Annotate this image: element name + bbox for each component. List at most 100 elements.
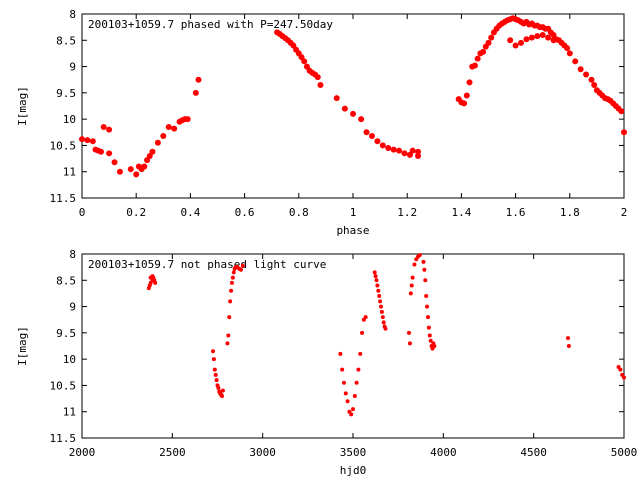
data-point (588, 76, 595, 83)
data-point (352, 393, 357, 398)
data-point (377, 294, 382, 299)
y-tick-label: 10 (63, 353, 76, 366)
data-point (423, 278, 428, 283)
data-point (153, 280, 158, 285)
data-point (378, 299, 383, 304)
data-point (133, 171, 140, 178)
x-tick-label: 3000 (249, 446, 276, 459)
data-point (485, 39, 492, 46)
data-point (368, 132, 375, 139)
data-point (84, 137, 91, 144)
data-point (407, 330, 412, 335)
data-point (230, 275, 235, 280)
x-tick-label: 1.8 (560, 206, 580, 219)
y-tick-label: 8 (69, 8, 76, 21)
data-point (566, 344, 571, 348)
data-point (539, 32, 546, 39)
data-point (363, 315, 368, 320)
data-point (165, 124, 172, 131)
data-point (407, 341, 412, 346)
y-tick-label: 10 (63, 113, 76, 126)
y-tick-label: 11 (63, 166, 76, 179)
y-tick-label: 11.5 (50, 432, 77, 445)
data-point (474, 55, 481, 62)
data-point (412, 262, 417, 267)
data-point (534, 33, 541, 40)
y-axis-label: I[mag] (16, 326, 29, 366)
data-point (432, 344, 437, 348)
y-tick-label: 8.5 (56, 34, 76, 47)
data-point (351, 407, 355, 412)
data-point (622, 375, 626, 380)
data-point (380, 315, 385, 320)
y-tick-label: 8.5 (56, 274, 76, 287)
data-point (354, 380, 359, 385)
data-point (591, 81, 598, 88)
plot-frame (81, 13, 625, 199)
data-point (480, 48, 487, 55)
data-point (488, 34, 495, 41)
data-point (425, 304, 430, 309)
data-point (425, 315, 430, 320)
data-point (345, 399, 350, 404)
data-point (229, 280, 234, 285)
chart-title: 200103+1059.7 phased with P=247.50day (88, 18, 333, 31)
y-tick-label: 9 (69, 301, 76, 314)
data-point (379, 304, 384, 309)
y-tick-label: 9.5 (56, 87, 76, 100)
x-tick-label: 0.8 (289, 206, 309, 219)
data-point (149, 148, 156, 155)
data-point (417, 253, 422, 258)
data-point (396, 147, 403, 154)
y-tick-label: 10.5 (50, 379, 77, 392)
x-tick-label: 4500 (520, 446, 547, 459)
data-point (564, 45, 571, 52)
data-point (424, 294, 429, 299)
data-point (220, 388, 225, 393)
data-point (116, 168, 123, 175)
data-point (565, 336, 570, 341)
x-tick-label: 0.6 (235, 206, 255, 219)
data-point (577, 66, 584, 73)
data-point (79, 136, 85, 143)
data-point (89, 138, 96, 145)
data-point (229, 288, 234, 293)
data-point (216, 386, 221, 391)
y-tick-label: 9.5 (56, 327, 76, 340)
data-point (141, 163, 148, 170)
data-point (213, 372, 218, 377)
data-point (621, 129, 627, 136)
x-tick-label: 1.2 (397, 206, 417, 219)
data-point (385, 145, 392, 152)
data-point (340, 367, 345, 372)
data-point (363, 129, 370, 136)
data-point (226, 333, 231, 338)
x-tick-label: 2000 (69, 446, 96, 459)
data-point (466, 79, 473, 86)
data-point (360, 330, 365, 335)
data-point (422, 267, 427, 272)
unphased-light-curve-panel: 2000 2500 3000 3500 4000 4500 5000 8 8.5 9 9.5 10 10… (16, 248, 637, 477)
x-tick-label: 1.4 (451, 206, 471, 219)
x-tick-label: 0.2 (126, 206, 146, 219)
data-point (421, 259, 426, 264)
y-tick-label: 11.5 (50, 192, 77, 205)
data-point (523, 36, 530, 43)
data-point (211, 357, 216, 362)
y-tick-label: 8 (69, 248, 76, 261)
data-point (374, 278, 379, 283)
data-point (375, 283, 380, 288)
data-point (373, 274, 378, 279)
x-tick-label: 2500 (159, 446, 186, 459)
data-point (184, 116, 191, 123)
x-tick-label: 1 (350, 206, 357, 219)
data-point (512, 42, 519, 49)
data-point (228, 299, 233, 304)
data-point (528, 34, 535, 41)
data-point (518, 39, 525, 46)
data-point (376, 288, 381, 293)
data-point (379, 309, 384, 314)
x-tick-label: 3500 (340, 446, 367, 459)
data-point (106, 150, 113, 157)
